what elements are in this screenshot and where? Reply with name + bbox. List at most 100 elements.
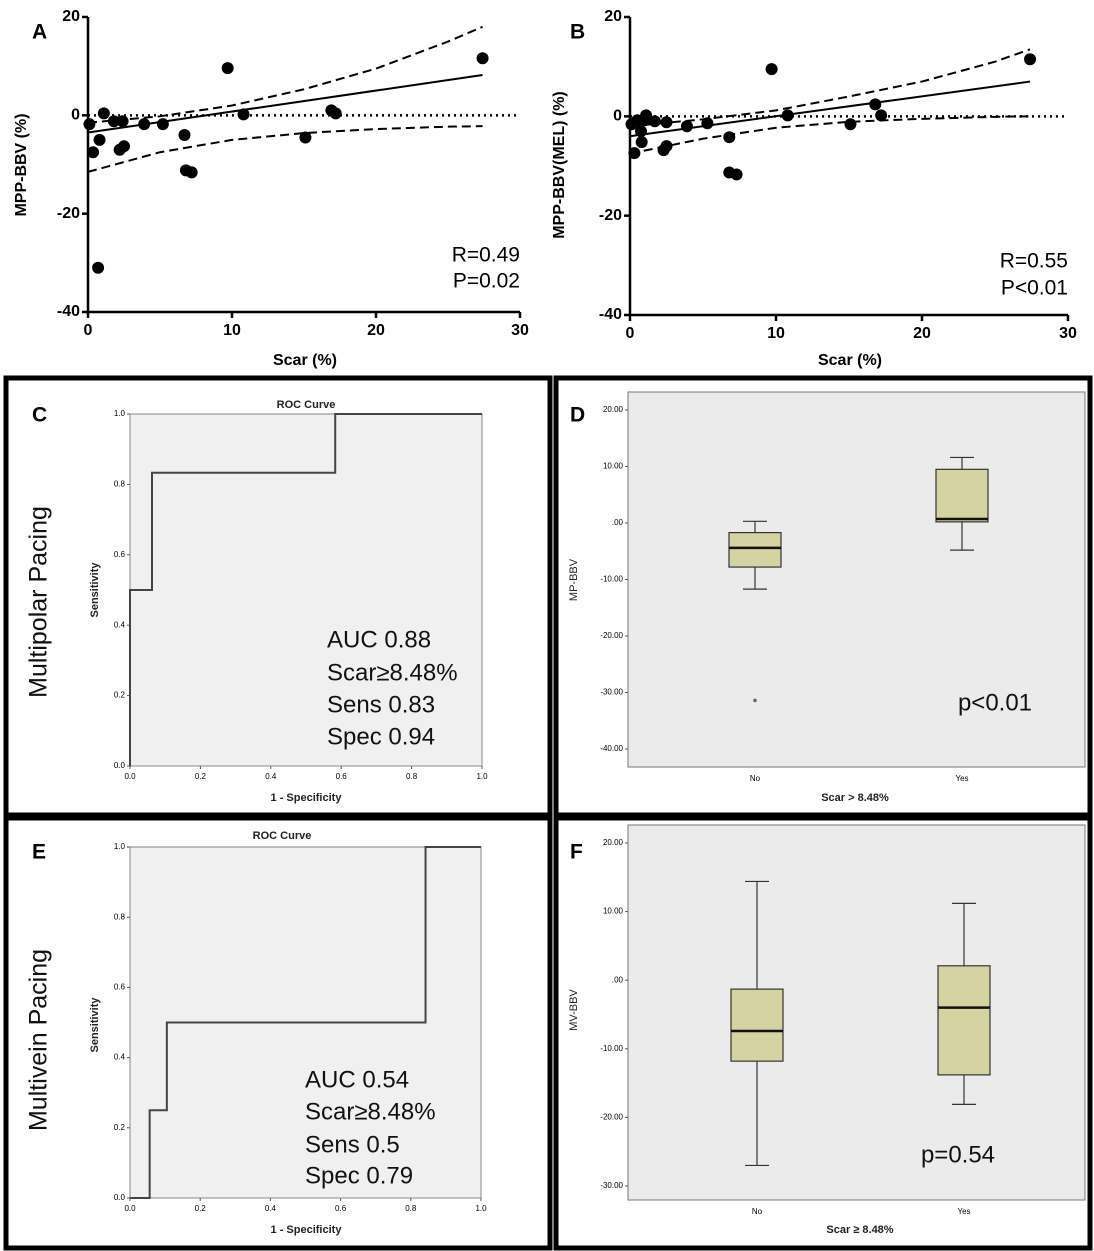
y-tick-label: 1.0	[114, 409, 126, 418]
y-tick-label: 0	[71, 107, 80, 124]
y-tick-label: -20	[599, 207, 622, 224]
y-tick-label: 0.6	[114, 983, 126, 992]
point	[237, 108, 250, 121]
point	[869, 98, 882, 111]
fit-line	[629, 80, 1031, 138]
x-tick-label: 1.0	[475, 1204, 487, 1213]
y-tick-label: -40	[57, 303, 80, 320]
annotation: Sens 0.5	[305, 1131, 400, 1158]
y-tick-label: -40	[599, 306, 622, 323]
annotation: Sens 0.83	[327, 691, 435, 718]
y-tick-label: 10.00	[603, 462, 624, 471]
y-tick-label: -20	[57, 205, 80, 222]
x-tick-label: 20	[913, 325, 931, 342]
panel-label: B	[570, 21, 585, 44]
y-tick-label: 10.00	[603, 907, 624, 916]
plot-area	[627, 391, 1086, 768]
side-label: Multipolar Pacing	[25, 506, 53, 698]
annotation: R=0.49	[452, 244, 520, 267]
point	[765, 63, 778, 76]
x-axis-label: Scar (%)	[818, 352, 882, 369]
annotation: Scar≥8.48%	[305, 1098, 436, 1125]
annotation: P<0.01	[1001, 277, 1068, 300]
point	[640, 109, 653, 122]
y-axis-label: MP-BBV	[568, 558, 580, 601]
annotation: AUC 0.54	[305, 1066, 409, 1093]
y-tick-label: -40.00	[600, 744, 623, 753]
y-tick-label: -30.00	[600, 1181, 623, 1190]
y-tick-label: 20.00	[603, 838, 624, 847]
y-tick-label: 0.6	[114, 550, 126, 559]
point	[680, 120, 693, 133]
side-label: Multivein Pacing	[25, 949, 53, 1131]
panel-label: F	[570, 841, 583, 864]
y-axis-label: MPP-BBV(MEL) (%)	[551, 91, 568, 239]
y-tick-label: 0.0	[114, 1193, 126, 1202]
y-tick-label: -10.00	[600, 1044, 623, 1053]
panel-label: E	[32, 841, 46, 864]
point	[221, 62, 234, 75]
x-axis-label: 1 - Specificity	[271, 792, 343, 804]
chart-title: ROC Curve	[253, 830, 312, 842]
y-tick-label: 0.4	[114, 620, 126, 629]
point	[1024, 53, 1037, 66]
plot-area	[627, 824, 1086, 1201]
confidence-band	[87, 25, 483, 124]
confidence-band	[87, 125, 483, 173]
annotation: p=0.54	[921, 1141, 995, 1168]
x-tick-label: 30	[511, 322, 529, 339]
point	[730, 168, 743, 181]
point	[93, 133, 106, 146]
y-axis-label: Sensitivity	[89, 997, 101, 1053]
outlier	[753, 698, 757, 703]
box	[730, 988, 784, 1062]
x-tick-label: 10	[767, 325, 785, 342]
roc-curve	[129, 413, 482, 766]
y-axis-label: MV-BBV	[568, 989, 580, 1031]
y-axis-label: MPP-BBV (%)	[13, 113, 30, 216]
point	[723, 131, 736, 144]
y-tick-label: .00	[612, 518, 624, 527]
box	[728, 532, 782, 568]
point	[628, 147, 641, 160]
point	[875, 109, 888, 122]
x-tick-label: 0.0	[124, 1204, 136, 1213]
point	[178, 129, 191, 141]
confidence-band	[629, 48, 1031, 128]
point	[781, 109, 794, 122]
y-tick-label: -30.00	[600, 688, 623, 697]
point	[329, 107, 342, 120]
x-tick-label: 0.0	[124, 772, 136, 781]
point	[844, 118, 857, 131]
x-tick-label: 30	[1059, 325, 1077, 342]
y-tick-label: 0.8	[114, 480, 126, 489]
y-axis-label: Sensitivity	[89, 562, 101, 618]
x-tick-label: 20	[367, 322, 385, 339]
y-tick-label: 0.4	[114, 1053, 126, 1062]
x-tick-label: No	[750, 774, 761, 783]
x-tick-label: 0.4	[265, 1204, 277, 1213]
point	[156, 118, 169, 131]
x-tick-label: 1.0	[476, 772, 488, 781]
point	[634, 125, 647, 138]
x-axis-label: Scar ≥ 8.48%	[826, 1224, 893, 1236]
chart-title: ROC Curve	[277, 399, 336, 411]
x-axis-label: Scar > 8.48%	[821, 792, 889, 804]
confidence-band	[629, 115, 1031, 155]
annotation: p<0.01	[958, 689, 1032, 716]
annotation: Scar≥8.48%	[327, 659, 458, 686]
panel-label: D	[570, 404, 585, 427]
x-axis-label: 1 - Specificity	[271, 1224, 343, 1236]
x-tick-label: 0.4	[265, 772, 277, 781]
annotation: R=0.55	[1000, 250, 1068, 273]
roc-curve	[130, 846, 481, 1199]
panel-label: C	[32, 404, 47, 427]
y-tick-label: -10.00	[600, 575, 623, 584]
box	[935, 468, 989, 523]
point	[83, 118, 96, 131]
x-tick-label: Yes	[957, 1207, 970, 1216]
x-tick-label: 0.6	[335, 1204, 347, 1213]
plots: -40 -20 0 20 0 10 20 30 -40 -20 0 20 0 10 20 30 0.0 0.2 0.…	[57, 8, 1086, 1216]
x-tick-label: 0.8	[405, 1204, 417, 1213]
annotation: P=0.02	[453, 270, 520, 293]
